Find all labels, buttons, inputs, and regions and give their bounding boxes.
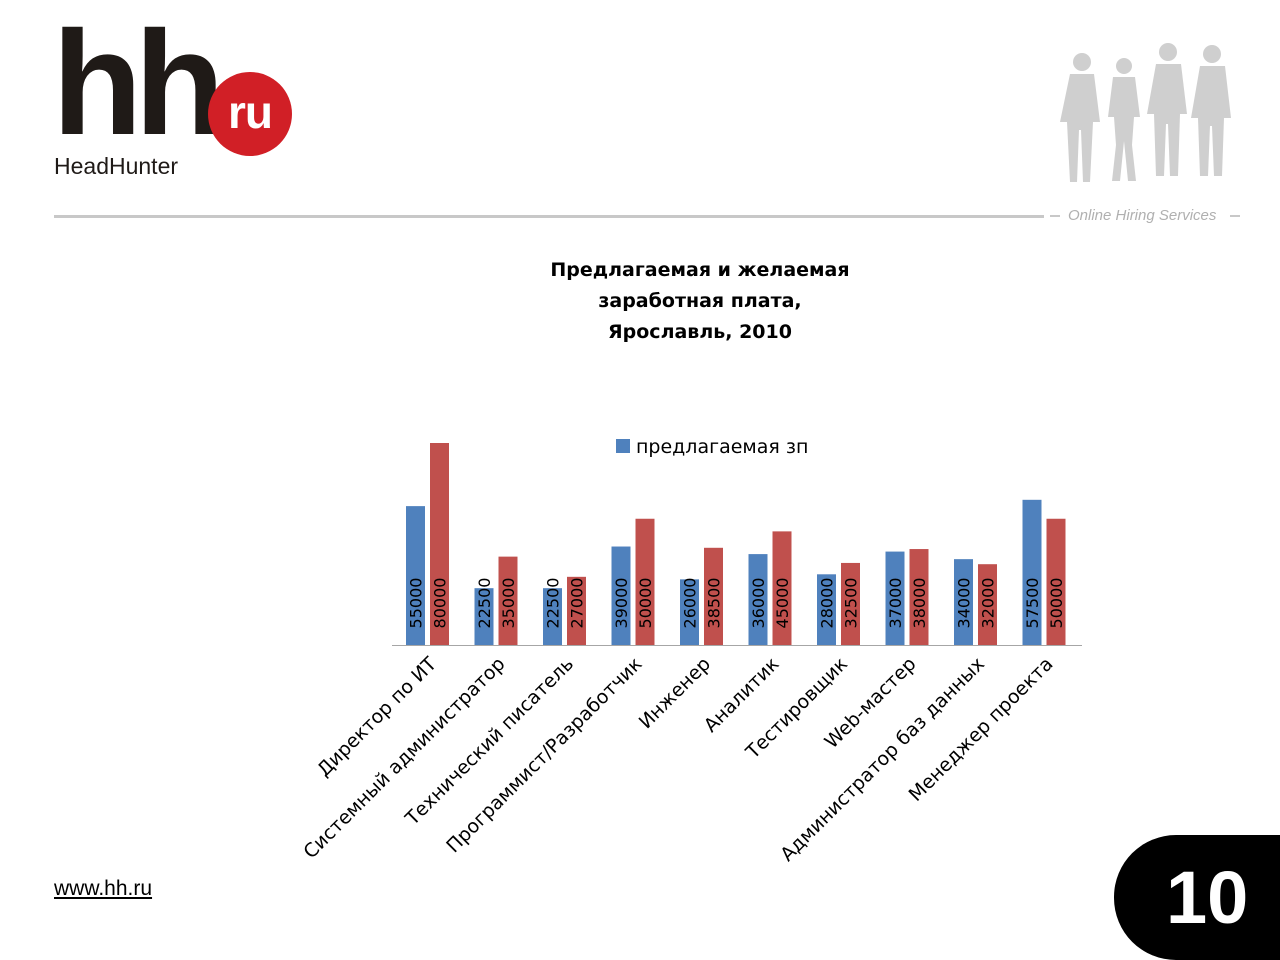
bar-offered-5 — [748, 554, 768, 645]
legend-label-offered: предлагаемая зп — [636, 436, 809, 458]
chart-title-line-1: Предлагаемая и желаемая — [550, 259, 850, 281]
site-link[interactable]: www.hh.ru — [54, 877, 153, 900]
data-label-desired-5: 45000 — [773, 578, 792, 629]
data-label-desired-1: 35000 — [499, 578, 518, 629]
data-label-desired-8: 32000 — [979, 578, 998, 629]
logo-hh: hh — [52, 1, 225, 166]
chart-title-line-2: заработная плата, — [598, 290, 802, 312]
data-label-offered-6: 28000 — [818, 578, 837, 629]
data-label-desired-7: 38000 — [910, 578, 929, 629]
people-silhouettes-icon — [1060, 43, 1231, 182]
header-divider — [54, 215, 1044, 218]
data-label-offered-3: 39000 — [612, 578, 631, 629]
data-label-offered-9: 57500 — [1023, 578, 1042, 629]
page-number: 10 — [1114, 835, 1280, 960]
bar-desired-6 — [841, 562, 860, 645]
legend-swatch-offered — [616, 438, 630, 453]
chart-title: Предлагаемая и желаемая заработная плата… — [500, 255, 900, 348]
data-label-offered-2: 22500 — [544, 578, 563, 629]
data-label-offered-5: 36000 — [749, 578, 768, 629]
chart-legend: предлагаемая зп — [616, 434, 808, 460]
data-label-desired-9: 50000 — [1047, 578, 1066, 629]
tagline: Online Hiring Services — [1068, 207, 1217, 224]
data-label-offered-7: 37000 — [886, 578, 905, 629]
header-dash-right — [1230, 215, 1240, 217]
bar-desired-2 — [567, 576, 586, 645]
data-label-offered-1: 22500 — [475, 578, 494, 629]
bar-offered-9 — [1022, 499, 1042, 645]
bar-desired-4 — [704, 547, 723, 645]
bar-offered-6 — [817, 574, 836, 645]
bar-offered-2 — [543, 588, 562, 645]
data-label-offered-8: 34000 — [955, 578, 974, 629]
chart-title-line-3: Ярославль, 2010 — [608, 321, 792, 343]
bar-offered-7 — [885, 551, 905, 645]
bar-desired-5 — [772, 531, 792, 645]
bar-desired-3 — [635, 518, 655, 645]
header-dash-left — [1050, 215, 1060, 217]
bar-offered-1 — [474, 588, 494, 645]
bar-desired-1 — [498, 556, 518, 645]
bar-offered-8 — [954, 559, 973, 645]
logo-subtitle: HeadHunter — [54, 153, 179, 179]
data-label-desired-3: 50000 — [636, 578, 655, 629]
data-label-desired-0: 80000 — [431, 578, 450, 629]
data-label-desired-4: 38500 — [705, 578, 724, 629]
bar-offered-3 — [611, 546, 631, 645]
data-label-desired-6: 32500 — [842, 578, 861, 629]
bar-desired-7 — [909, 549, 929, 645]
bar-offered-4 — [680, 579, 699, 645]
category-label-0: Директор по ИТ — [313, 653, 441, 781]
bar-desired-0 — [430, 443, 449, 645]
logo-ru-badge: ru — [208, 72, 292, 156]
bar-offered-0 — [406, 506, 425, 645]
bar-desired-8 — [978, 564, 997, 645]
data-label-offered-0: 55000 — [407, 578, 426, 629]
bar-desired-9 — [1046, 518, 1066, 645]
data-label-offered-4: 26000 — [681, 578, 700, 629]
data-label-desired-2: 27000 — [568, 578, 587, 629]
